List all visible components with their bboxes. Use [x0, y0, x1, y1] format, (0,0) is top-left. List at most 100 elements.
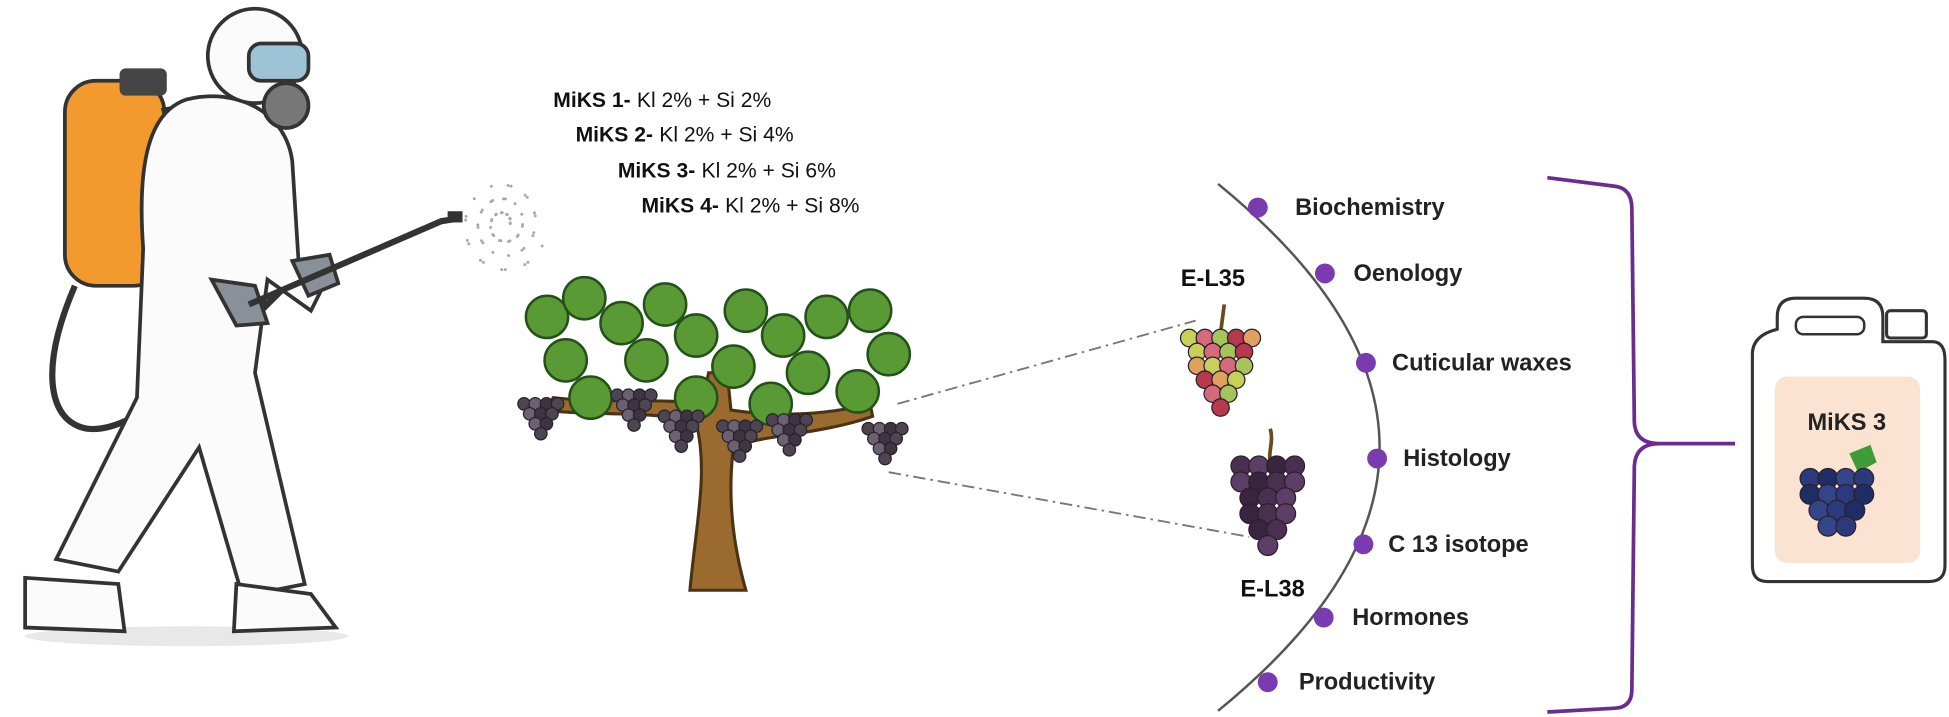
grape	[1211, 398, 1230, 417]
leaf	[711, 344, 756, 389]
mist-dot	[521, 223, 525, 227]
mist-dot	[472, 197, 476, 201]
grape	[533, 426, 548, 441]
mist-dot	[526, 260, 530, 264]
worker-illustration	[23, 6, 463, 647]
leaf	[524, 294, 570, 340]
analysis-label: Hormones	[1352, 605, 1469, 631]
leaf	[624, 337, 669, 383]
mist-dot	[508, 221, 512, 225]
treatment-formula: Kl 2% + Si 2%	[637, 89, 772, 112]
leaf	[835, 369, 881, 414]
leaf	[599, 300, 644, 346]
analysis-dot	[1355, 352, 1376, 373]
grape	[627, 418, 641, 432]
grape	[1266, 519, 1288, 541]
leaf	[785, 350, 831, 396]
treatment-formula: Kl 2% + Si 6%	[701, 160, 836, 183]
analysis-label: Biochemistry	[1295, 195, 1445, 221]
mist-dot	[489, 226, 493, 230]
mist-dot	[489, 200, 493, 204]
mist-dot	[509, 184, 513, 188]
product-jug	[1750, 296, 1947, 584]
mist-dot	[464, 214, 468, 218]
grape	[1226, 370, 1246, 390]
product-label: MiKS 3	[1807, 410, 1886, 436]
mist-dot	[513, 202, 517, 206]
leaf	[866, 331, 912, 377]
grape	[1853, 483, 1875, 505]
mist-dot	[490, 219, 494, 223]
leaf	[673, 313, 719, 358]
grape	[1835, 515, 1857, 537]
treatment: MiKS 4- Kl 2% + Si 8%	[641, 194, 859, 217]
mist-dot	[476, 223, 480, 227]
grape	[1275, 503, 1297, 525]
mist-dot	[467, 242, 471, 246]
stage-grapes	[1179, 304, 1306, 557]
leaf	[561, 275, 607, 321]
treatment: MiKS 2- Kl 2% + Si 4%	[576, 124, 794, 147]
grape	[1284, 471, 1306, 493]
stage-label: E-L35	[1181, 266, 1245, 292]
treatment: MiKS 3- Kl 2% + Si 6%	[618, 160, 836, 183]
mist-dot	[499, 239, 503, 243]
mist-dot	[481, 260, 485, 264]
leaf	[642, 282, 688, 327]
bracket	[1547, 175, 1735, 714]
mist-dot	[481, 241, 485, 245]
analysis-label: Oenology	[1354, 261, 1463, 287]
leaf	[760, 313, 806, 358]
mist-dot	[494, 213, 498, 217]
mist-dot	[502, 197, 506, 201]
mist-dot	[489, 184, 493, 188]
leaf	[723, 288, 769, 334]
treatment-name: MiKS 3-	[618, 160, 695, 183]
leaf	[804, 294, 849, 340]
mist-dot	[531, 234, 535, 238]
grape	[732, 449, 747, 463]
connector-line	[888, 471, 1250, 538]
grape	[1234, 356, 1254, 376]
grape	[1219, 384, 1238, 403]
vine-illustration	[517, 275, 912, 592]
mist-dot	[500, 268, 504, 272]
analysis-label: C 13 isotope	[1388, 532, 1528, 558]
analysis-dot	[1353, 534, 1374, 555]
mist-dot	[492, 234, 496, 238]
analysis-list: Biochemistry Oenology Cuticular waxes Histo…	[1247, 195, 1572, 696]
mist-dot	[516, 233, 520, 237]
grape	[1817, 515, 1839, 537]
treatment-formula: Kl 2% + Si 8%	[725, 194, 860, 217]
stage-label: E-L38	[1240, 576, 1304, 602]
treatment-formula: Kl 2% + Si 4%	[659, 124, 794, 147]
analysis-dot	[1367, 448, 1388, 469]
mist-dot	[532, 231, 536, 235]
grape	[1242, 328, 1262, 348]
mist-dot	[503, 268, 507, 272]
mist-dot	[478, 258, 482, 262]
grape	[674, 439, 689, 453]
leaf	[568, 375, 613, 421]
mist-dot	[499, 211, 503, 215]
mist-dot	[506, 183, 510, 187]
analysis-dot	[1313, 607, 1334, 628]
mist-dot	[533, 214, 537, 218]
mist-dot	[523, 193, 527, 197]
mist-dot	[523, 263, 527, 267]
analysis-label: Productivity	[1299, 670, 1435, 696]
analysis-dot	[1257, 672, 1278, 693]
analysis-dot	[1314, 263, 1335, 284]
jug-grapes	[1799, 444, 1877, 537]
mist-dot	[508, 239, 512, 243]
mist-dot	[520, 212, 524, 216]
treatment-list: MiKS 1- Kl 2% + Si 2% MiKS 2- Kl 2% + Si 4%…	[553, 89, 859, 218]
leaf	[847, 288, 893, 334]
mist-dot	[532, 211, 536, 215]
mist-dot	[525, 195, 529, 199]
mist-dot	[465, 238, 469, 242]
grape	[1844, 499, 1866, 521]
mist-dot	[540, 244, 544, 248]
